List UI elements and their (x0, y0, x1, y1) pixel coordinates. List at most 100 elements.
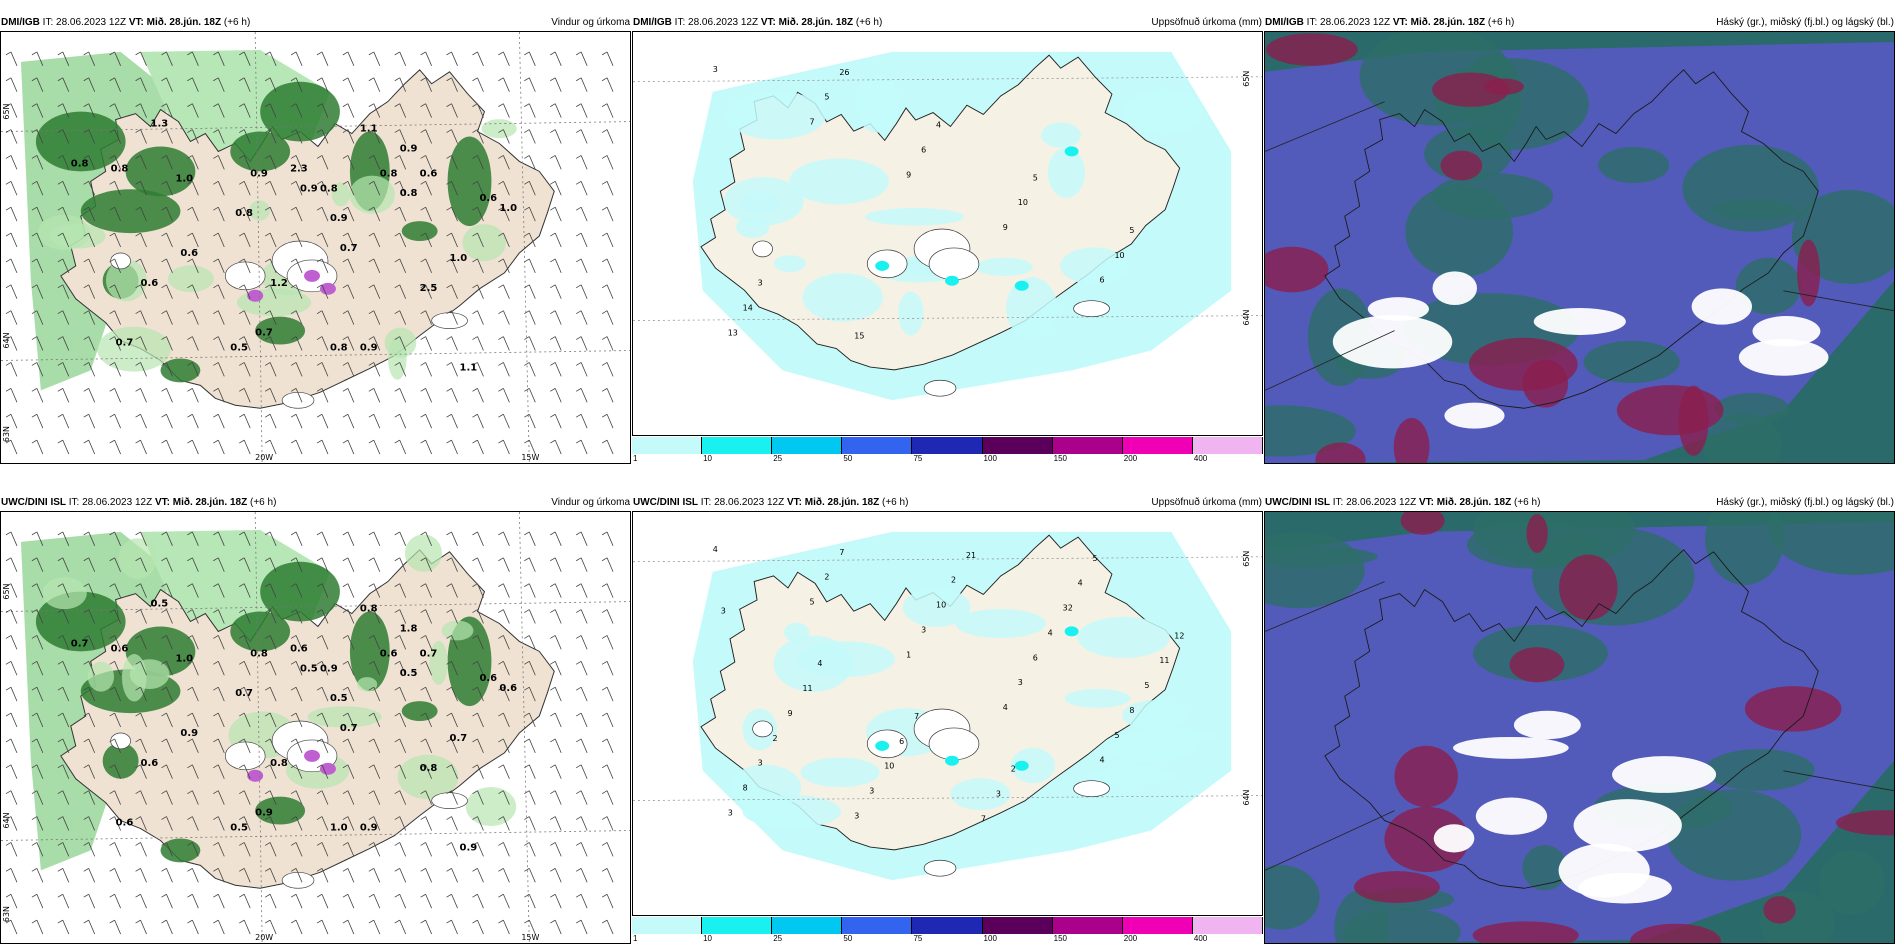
wind-barb-flag (394, 413, 400, 418)
map-frame: 3 7 9 9 6 13 5 6 10 10 14 26 4 5 5 3 15 65N 64N (632, 31, 1263, 436)
wind-barb (580, 868, 588, 883)
wind-barb (36, 336, 44, 351)
wind-barb-flag (550, 609, 556, 613)
wind-barb-flag (601, 842, 608, 846)
wind-barb-flag (368, 816, 375, 820)
wind-barb (62, 687, 70, 702)
wind-barb (295, 738, 303, 754)
wind-barb (606, 77, 614, 92)
wind-barb (114, 284, 121, 299)
wind-barb (477, 894, 484, 909)
wind-barb-flag (394, 388, 400, 392)
wind-barb (295, 310, 303, 325)
wind-barb-flag (83, 284, 89, 289)
wind-barb-flag (57, 531, 64, 536)
wind-barb (347, 764, 355, 779)
wind-barb-flag (316, 790, 323, 795)
wind-barb (580, 609, 588, 624)
wind-barb-flag (31, 842, 38, 846)
wind-barb (580, 764, 588, 779)
wind-barb (192, 155, 199, 170)
wind-barb-flag (264, 583, 271, 587)
precip-area (1060, 247, 1129, 285)
wind-barb (62, 919, 70, 935)
wind-barb (269, 764, 277, 779)
wind-barb-flag (5, 413, 12, 418)
wind-barb-flag (57, 635, 64, 639)
wind-barb (425, 362, 432, 377)
wind-barb (217, 232, 225, 248)
wind-barb (295, 557, 303, 572)
wind-barb (503, 51, 510, 66)
wind-barb (399, 557, 407, 572)
wind-barb-flag (135, 635, 141, 639)
wind-barb (321, 842, 329, 857)
wind-barb-flag (575, 413, 582, 418)
wind-barb-flag (213, 336, 219, 340)
wind-barb (217, 77, 225, 92)
wind-barb-flag (161, 764, 167, 769)
wind-barb (217, 284, 225, 299)
wind-barb (321, 232, 329, 248)
colorbar-tick-label: 75 (913, 934, 923, 943)
wind-barb-flag (601, 258, 608, 263)
wind-barb (373, 51, 381, 66)
wind-barb (36, 310, 44, 325)
latitude-label: 65N (2, 583, 11, 599)
wind-barb-flag (5, 919, 12, 924)
wind-barb (425, 609, 432, 624)
wind-barb-flag (31, 635, 38, 639)
wind-barb-flag (524, 531, 530, 536)
wind-barb (347, 868, 355, 883)
wind-barb-flag (109, 686, 115, 691)
wind-barb (503, 609, 510, 624)
wind-barb-flag (135, 180, 141, 185)
wind-barb-flag (420, 77, 426, 82)
wind-barb (269, 661, 277, 676)
wind-barb-flag (446, 712, 452, 717)
wind-barb (347, 414, 355, 429)
wind-barb (166, 919, 173, 935)
wind-barb (399, 868, 407, 883)
wind-barb (10, 842, 18, 857)
wind-barb-flag (187, 103, 193, 107)
wind-barb (451, 181, 458, 196)
precip-value-label: 3 (854, 811, 859, 820)
wind-barb-flag (342, 531, 349, 536)
wind-barb (528, 310, 536, 325)
glacier (752, 240, 773, 258)
wind-barb-flag (187, 284, 193, 289)
wind-barb (10, 919, 18, 935)
wind-barb (10, 51, 18, 66)
wind-barb (321, 51, 329, 66)
precip-value-label: 3 (721, 607, 726, 616)
wind-barb-flag (31, 413, 38, 418)
wind-barb-flag (187, 531, 193, 536)
wind-barb-flag (472, 388, 478, 392)
wind-barb (269, 687, 277, 702)
precip-area (742, 794, 842, 829)
wind-barb (606, 738, 614, 754)
wind-barb (217, 439, 225, 455)
wind-barb-flag (472, 129, 478, 133)
wind-barb-flag (601, 609, 608, 613)
wind-barb (62, 439, 70, 455)
wind-barb (295, 439, 303, 455)
wind-barb-flag (213, 764, 219, 769)
wind-barb-flag (420, 284, 426, 289)
precip-value-label: 0.9 (250, 168, 268, 179)
wind-barb (451, 687, 458, 702)
wind-barb (140, 439, 147, 455)
wind-barb-flag (83, 155, 89, 159)
wind-barb (62, 661, 70, 676)
wind-barb-flag (187, 439, 193, 444)
wind-barb (503, 894, 510, 909)
wind-barb-flag (213, 77, 219, 82)
wind-barb (503, 414, 510, 429)
wind-barb (243, 635, 251, 650)
precip-value-label: 10 (884, 762, 894, 771)
wind-barb (347, 155, 355, 170)
init-time: 28.06.2023 12Z (688, 17, 759, 28)
precip-value-label: 2 (1011, 765, 1016, 774)
wind-barb-flag (368, 868, 375, 872)
